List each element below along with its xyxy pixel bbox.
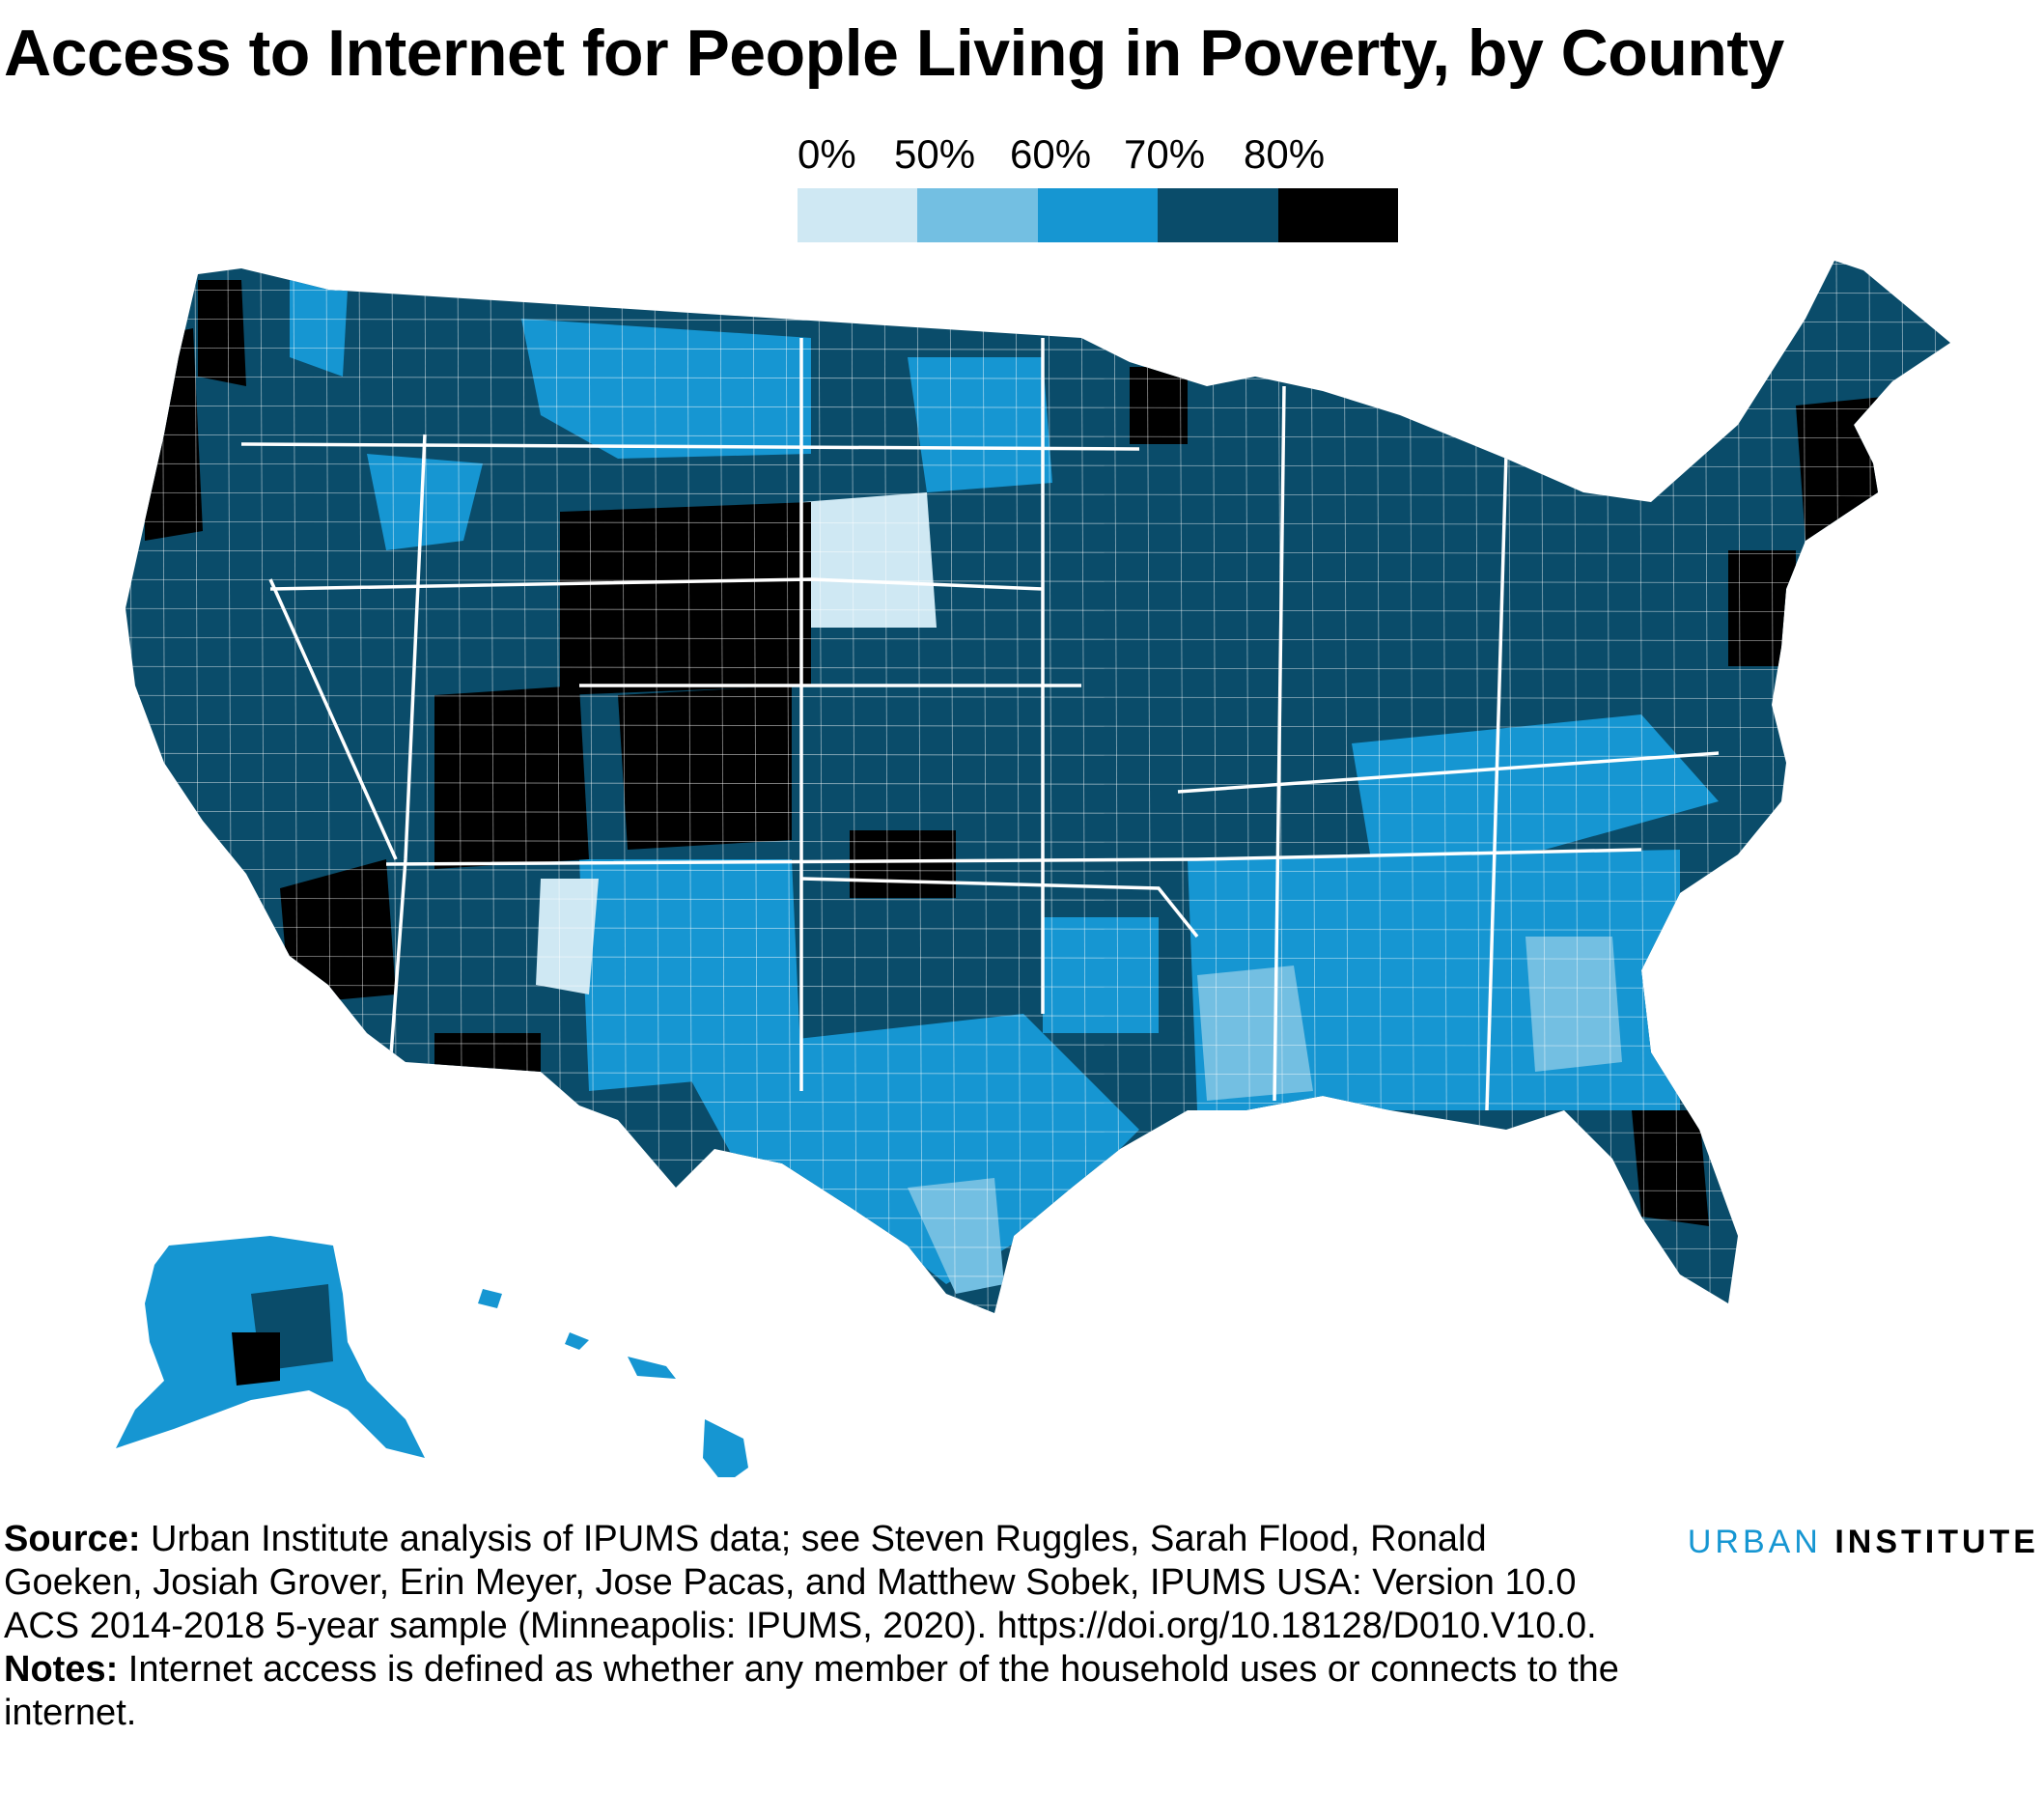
state-line-12: [268, 578, 398, 860]
hawaii-layer: [478, 1289, 748, 1477]
county-border-line: [1704, 261, 1712, 1313]
county-border-line: [1934, 261, 1942, 1313]
region-arizona-south-dark: [434, 1033, 541, 1110]
region-montana-east: [521, 319, 811, 459]
region-oklahoma: [1043, 917, 1159, 1033]
alaska-fill: [116, 1236, 425, 1458]
state-line-2: [269, 577, 1044, 591]
source-text: Urban Institute analysis of IPUMS data; …: [4, 1519, 1597, 1646]
county-border-line: [982, 261, 990, 1313]
region-utah-dark: [434, 686, 589, 869]
alaska-black-region: [232, 1332, 280, 1386]
county-border-line: [126, 520, 1950, 526]
county-border-line: [1868, 261, 1876, 1313]
county-border-line: [0, 1390, 2043, 1394]
legend-swatch-3: [1037, 188, 1159, 242]
region-great-plains: [908, 357, 1052, 492]
region-wyoming-dark: [560, 502, 811, 695]
logo-word-urban: URBAN: [1687, 1524, 1822, 1560]
state-line-7: [384, 434, 427, 1121]
county-border-line: [126, 491, 1950, 497]
region-oregon-ne: [367, 454, 483, 550]
region-kansas-sw-dark: [850, 830, 956, 898]
county-border-line: [126, 549, 1950, 555]
county-border-line: [126, 723, 1950, 729]
county-border-line: [126, 462, 1950, 468]
county-border-line: [2001, 261, 2006, 1477]
logo-word-institute: INSTITUTE: [1834, 1524, 2039, 1560]
county-border-line: [97, 261, 102, 1477]
state-borders: [240, 338, 1720, 1121]
county-border-line: [949, 261, 957, 1313]
alaska-layer: [116, 1236, 425, 1458]
region-minnesota-dark: [1130, 367, 1188, 444]
region-colorado-west-dark: [618, 686, 792, 850]
notes-text: Internet access is defined as whether an…: [4, 1649, 1619, 1733]
county-border-line: [126, 781, 1950, 787]
county-border-line: [2033, 261, 2039, 1477]
county-border-line: [0, 1419, 2043, 1423]
source-lead: Source:: [4, 1519, 141, 1559]
county-border-line: [0, 1448, 2043, 1452]
notes-lead: Notes:: [4, 1649, 119, 1690]
legend-label-80: 80%: [1244, 131, 1326, 177]
legend-color-bar: [798, 188, 1399, 242]
legend-label-70: 70%: [1124, 131, 1206, 177]
county-border-line: [1901, 261, 1909, 1313]
legend-swatch-5: [1277, 188, 1399, 242]
legend-label-50: 50%: [894, 131, 976, 177]
region-georgia-light: [1525, 937, 1622, 1072]
county-border-line: [126, 839, 1950, 845]
state-line-5: [800, 877, 1199, 938]
color-legend: 0% 50% 60% 70% 80%: [798, 130, 1399, 246]
legend-labels: 0% 50% 60% 70% 80%: [798, 130, 1398, 181]
county-border-line: [126, 607, 1950, 613]
legend-swatch-1: [798, 188, 918, 242]
urban-institute-logo: URBAN INSTITUTE: [1641, 1521, 2039, 1563]
legend-label-60: 60%: [1010, 131, 1092, 177]
region-dakotas-light: [801, 492, 937, 628]
region-new-mexico: [579, 859, 801, 1091]
state-line-10: [1273, 385, 1286, 1102]
region-texas: [676, 1014, 1139, 1284]
region-mississippi-light: [1197, 966, 1313, 1101]
hawaii-fill: [478, 1289, 748, 1477]
state-line-6: [1177, 751, 1720, 794]
county-border-line: [126, 665, 1950, 671]
region-south-texas-light: [908, 1178, 1004, 1294]
chart-title: Access to Internet for People Living in …: [4, 16, 1784, 90]
legend-label-0: 0%: [798, 131, 856, 177]
county-border-line: [126, 868, 1950, 874]
county-map: [0, 261, 2043, 1477]
county-border-line: [126, 636, 1950, 642]
region-socal-dark: [280, 859, 396, 1004]
region-mid-atlantic-dark: [1728, 550, 1796, 666]
state-line-11: [1485, 453, 1508, 1111]
notes-note: Notes: Internet access is defined as whe…: [4, 1648, 1626, 1735]
state-line-1: [240, 442, 1140, 451]
county-border-line: [126, 752, 1950, 758]
region-idaho-north: [290, 280, 348, 377]
region-nm-light: [536, 879, 599, 994]
legend-swatch-4: [1158, 188, 1278, 242]
county-border-line: [128, 261, 136, 1313]
region-appalachia: [1352, 714, 1719, 859]
county-border-line: [126, 694, 1950, 700]
county-border-line: [126, 578, 1950, 584]
county-border-line: [126, 261, 1950, 266]
region-cascades-dark: [198, 280, 246, 386]
region-florida-dark: [1632, 1110, 1709, 1226]
source-note: Source: Urban Institute analysis of IPUM…: [4, 1518, 1626, 1648]
region-new-england-dark: [1796, 396, 1902, 541]
legend-swatch-2: [917, 188, 1038, 242]
footer-notes: Source: Urban Institute analysis of IPUM…: [4, 1518, 1626, 1735]
county-border-line: [1968, 261, 1973, 1477]
county-border-line: [126, 810, 1950, 816]
